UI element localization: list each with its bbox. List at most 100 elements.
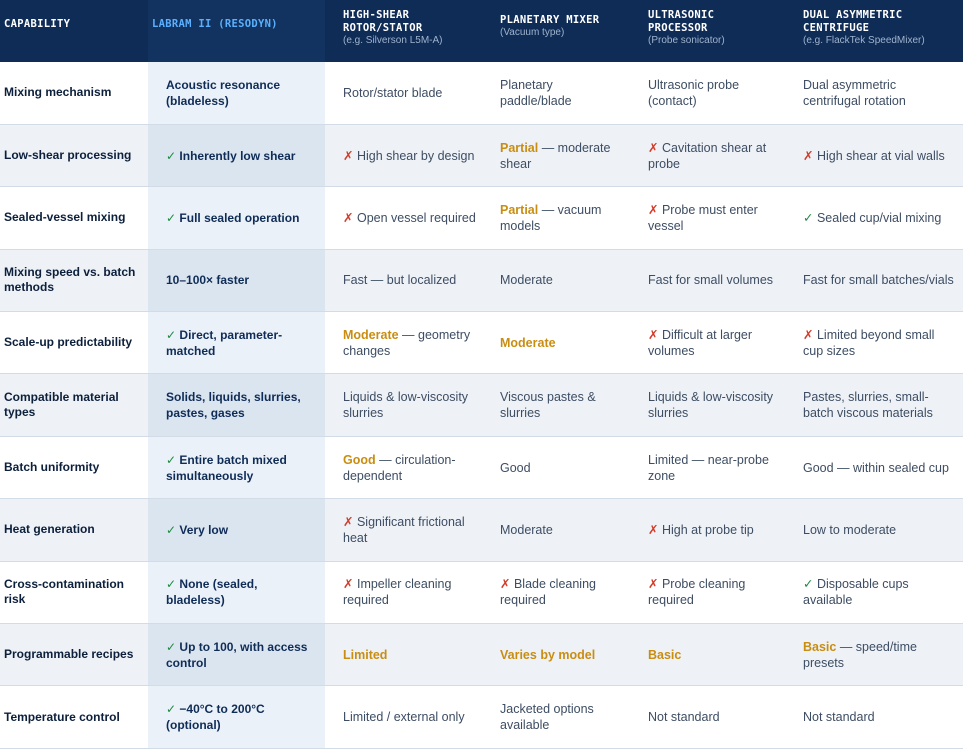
cell-capability: Low-shear processing	[0, 124, 148, 188]
table-row: Low-shear processing ✓ Inherently low she…	[0, 124, 963, 188]
cross-icon: ✗	[648, 327, 659, 342]
table-row: Cross-contamination risk ✓ None (sealed, …	[0, 561, 963, 625]
header-row: CAPABILITY LABRAM II (RESODYN) HIGH-SHEA…	[0, 0, 963, 62]
cell-text: Good — within sealed cup	[803, 460, 949, 475]
rating-label: Basic	[803, 639, 837, 654]
cell-ultrasonic: ✗ Cavitation shear at probe	[630, 124, 783, 188]
cell-ultrasonic: ✗ High at probe tip	[630, 498, 783, 562]
cell-text: Planetary paddle/blade	[500, 77, 572, 108]
check-icon: ✓	[166, 327, 177, 342]
cell-dual-centrifuge: Good — within sealed cup	[783, 436, 963, 500]
cell-text: Cavitation shear at probe	[648, 140, 767, 171]
cell-text: Fast for small volumes	[648, 273, 774, 288]
header-title: CAPABILITY	[4, 18, 71, 30]
cell-text: Mixing mechanism	[4, 85, 112, 100]
header-ultrasonic: ULTRASONIC PROCESSOR (Probe sonicator)	[630, 0, 783, 62]
cross-icon: ✗	[343, 577, 354, 592]
cell-text: Good	[500, 460, 531, 475]
cell-text: Mixing speed vs. batch methods	[4, 265, 136, 295]
cell-text: Blade cleaning required	[500, 577, 596, 608]
cell-planetary: Planetary paddle/blade	[486, 62, 630, 125]
cell-text: Fast for small batches/vials	[803, 273, 954, 288]
check-icon: ✓	[166, 522, 177, 537]
cell-text: Acoustic resonance (bladeless)	[166, 77, 281, 108]
check-icon: ✓	[803, 210, 814, 225]
table-row: Scale-up predictability ✓ Direct, paramet…	[0, 311, 963, 375]
cell-ultrasonic: Ultrasonic probe (contact)	[630, 62, 783, 125]
cross-icon: ✗	[648, 577, 659, 592]
cell-labram: ✓ Up to 100, with access control	[148, 623, 325, 687]
cell-text: Compatible material types	[4, 390, 119, 420]
cell-dual-centrifuge: Fast for small batches/vials	[783, 249, 963, 313]
header-title: PLANETARY MIXER	[500, 14, 600, 26]
table-row: Batch uniformity ✓ Entire batch mixed sim…	[0, 436, 963, 500]
cell-capability: Sealed-vessel mixing	[0, 186, 148, 250]
header-subtitle: (e.g. Silverson L5M-A)	[343, 35, 443, 46]
cell-text: Not standard	[648, 710, 720, 725]
cell-text: Direct, parameter-matched	[166, 327, 283, 358]
cell-text: High shear at vial walls	[816, 148, 945, 163]
cell-text: Ultrasonic probe (contact)	[648, 77, 740, 108]
cell-ultrasonic: Not standard	[630, 685, 783, 749]
cell-planetary: Partial — moderate shear	[486, 124, 630, 188]
cell-capability: Temperature control	[0, 685, 148, 749]
rating-label: Varies by model	[500, 647, 596, 662]
cell-text: Liquids & low-viscosity slurries	[343, 390, 469, 421]
cell-rotor-stator: ✗ High shear by design	[325, 124, 486, 188]
cell-text: Very low	[179, 522, 229, 537]
cell-rotor-stator: Liquids & low-viscosity slurries	[325, 373, 486, 437]
cell-text: Difficult at larger volumes	[648, 327, 753, 358]
cell-planetary: Good	[486, 436, 630, 500]
table-row: Mixing mechanism Acoustic resonance (blad…	[0, 62, 963, 125]
cell-text: Inherently low shear	[179, 148, 296, 163]
header-subtitle: (Probe sonicator)	[648, 35, 725, 46]
cell-labram: ✓ Entire batch mixed simultaneously	[148, 436, 325, 500]
cell-capability: Mixing mechanism	[0, 62, 148, 125]
cell-text: Impeller cleaning required	[343, 577, 452, 608]
cell-dual-centrifuge: Dual asymmetric centrifugal rotation	[783, 62, 963, 125]
cell-text: — geometry changes	[343, 327, 471, 358]
header-title: LABRAM II (RESODYN)	[152, 18, 278, 30]
cell-text: Up to 100, with access control	[166, 639, 308, 670]
cell-rotor-stator: Good — circulation-dependent	[325, 436, 486, 500]
cross-icon: ✗	[648, 522, 659, 537]
cell-ultrasonic: Liquids & low-viscosity slurries	[630, 373, 783, 437]
cell-text: Sealed-vessel mixing	[4, 210, 126, 225]
cell-text: — vacuum models	[500, 202, 602, 233]
table-row: Mixing speed vs. batch methods 10–100× fa…	[0, 249, 963, 313]
cell-dual-centrifuge: ✗ Limited beyond small cup sizes	[783, 311, 963, 375]
cell-planetary: Viscous pastes & slurries	[486, 373, 630, 437]
cell-capability: Heat generation	[0, 498, 148, 562]
cell-planetary: Varies by model	[486, 623, 630, 687]
cell-dual-centrifuge: Pastes, slurries, small-batch viscous ma…	[783, 373, 963, 437]
cell-text: Pastes, slurries, small-batch viscous ma…	[803, 390, 933, 421]
cell-planetary: Partial — vacuum models	[486, 186, 630, 250]
cell-text: None (sealed, bladeless)	[166, 577, 258, 608]
cell-text: 10–100× faster	[166, 273, 250, 288]
cell-rotor-stator: ✗ Open vessel required	[325, 186, 486, 250]
header-capability: CAPABILITY	[0, 0, 148, 62]
cross-icon: ✗	[648, 202, 659, 217]
header-title: DUAL ASYMMETRIC CENTRIFUGE	[803, 9, 903, 34]
cell-text: Rotor/stator blade	[343, 85, 443, 100]
cell-labram: ✓ Inherently low shear	[148, 124, 325, 188]
header-title: HIGH-SHEAR ROTOR/STATOR	[343, 9, 423, 34]
header-title: ULTRASONIC PROCESSOR	[648, 9, 715, 34]
cell-text: High at probe tip	[661, 522, 754, 537]
header-planetary: PLANETARY MIXER (Vacuum type)	[486, 0, 630, 62]
cell-ultrasonic: ✗ Difficult at larger volumes	[630, 311, 783, 375]
cell-dual-centrifuge: Low to moderate	[783, 498, 963, 562]
cell-capability: Cross-contamination risk	[0, 561, 148, 625]
cell-text: Dual asymmetric centrifugal rotation	[803, 77, 906, 108]
table-body: Mixing mechanism Acoustic resonance (blad…	[0, 62, 963, 749]
cell-text: — circulation-dependent	[343, 452, 456, 483]
cell-text: Low-shear processing	[4, 148, 132, 163]
cell-text: Scale-up predictability	[4, 335, 133, 350]
cell-rotor-stator: Fast — but localized	[325, 249, 486, 313]
header-labram: LABRAM II (RESODYN)	[148, 0, 325, 62]
cell-text: Sealed cup/vial mixing	[816, 210, 942, 225]
cell-text: Significant frictional heat	[343, 514, 465, 545]
cell-dual-centrifuge: ✓ Disposable cups available	[783, 561, 963, 625]
cell-text: Not standard	[803, 710, 875, 725]
